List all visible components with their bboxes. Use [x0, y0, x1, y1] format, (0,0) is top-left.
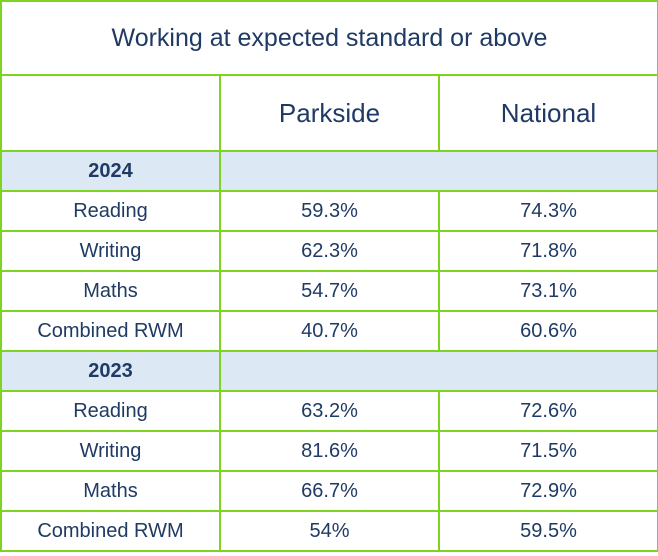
subject-cell: Reading [0, 190, 221, 232]
table-row: Writing 81.6% 71.5% [0, 430, 658, 472]
parkside-value: 54% [219, 510, 440, 552]
subject-cell: Reading [0, 390, 221, 432]
title-row: Working at expected standard or above [0, 0, 658, 76]
year-label: 2024 [0, 150, 221, 192]
year-row-2024: 2024 [0, 150, 658, 192]
column-header-parkside: Parkside [219, 74, 440, 152]
subject-cell: Maths [0, 270, 221, 312]
national-value: 71.8% [437, 230, 658, 272]
table-title: Working at expected standard or above [0, 0, 658, 76]
national-value: 72.9% [437, 470, 658, 512]
subject-cell: Maths [0, 470, 221, 512]
column-header-national: National [437, 74, 658, 152]
table-row: Maths 54.7% 73.1% [0, 270, 658, 312]
column-header-blank [0, 74, 221, 152]
year-row-spacer [218, 150, 658, 192]
table-row: Writing 62.3% 71.8% [0, 230, 658, 272]
subject-cell: Combined RWM [0, 510, 221, 552]
parkside-value: 40.7% [219, 310, 440, 352]
national-value: 59.5% [437, 510, 658, 552]
national-value: 74.3% [437, 190, 658, 232]
national-value: 72.6% [437, 390, 658, 432]
national-value: 60.6% [437, 310, 658, 352]
table-row: Combined RWM 54% 59.5% [0, 510, 658, 552]
parkside-value: 66.7% [219, 470, 440, 512]
parkside-value: 63.2% [219, 390, 440, 432]
national-value: 71.5% [437, 430, 658, 472]
parkside-value: 81.6% [219, 430, 440, 472]
national-value: 73.1% [437, 270, 658, 312]
table-row: Reading 59.3% 74.3% [0, 190, 658, 232]
subject-cell: Writing [0, 230, 221, 272]
parkside-value: 59.3% [219, 190, 440, 232]
column-header-row: Parkside National [0, 74, 658, 152]
subject-cell: Writing [0, 430, 221, 472]
subject-cell: Combined RWM [0, 310, 221, 352]
table-row: Combined RWM 40.7% 60.6% [0, 310, 658, 352]
year-row-2023: 2023 [0, 350, 658, 392]
year-row-spacer [218, 350, 658, 392]
parkside-value: 54.7% [219, 270, 440, 312]
year-label: 2023 [0, 350, 221, 392]
table-row: Maths 66.7% 72.9% [0, 470, 658, 512]
table-row: Reading 63.2% 72.6% [0, 390, 658, 432]
parkside-value: 62.3% [219, 230, 440, 272]
